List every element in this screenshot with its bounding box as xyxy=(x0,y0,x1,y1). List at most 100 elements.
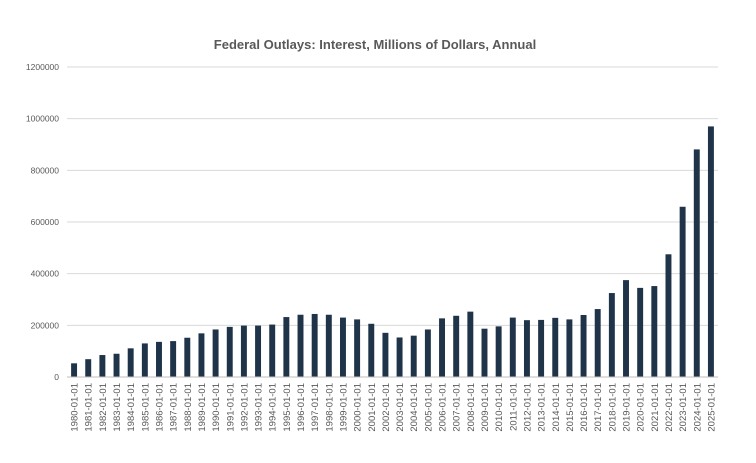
bar-1983 xyxy=(113,353,120,377)
bar-1996 xyxy=(297,314,304,377)
bar-2000 xyxy=(354,319,361,377)
x-tick-label: 2006-01-01 xyxy=(438,383,449,432)
x-tick-label: 1989-01-01 xyxy=(197,383,208,432)
bar-2006 xyxy=(439,318,446,377)
x-tick-label: 1987-01-01 xyxy=(169,383,180,432)
x-tick-label: 2012-01-01 xyxy=(522,383,533,432)
bar-2002 xyxy=(382,332,389,377)
bar-1990 xyxy=(212,329,219,377)
x-tick-label: 2025-01-01 xyxy=(706,383,717,432)
y-tick-label: 1200000 xyxy=(26,62,59,72)
x-tick-label: 1985-01-01 xyxy=(140,383,151,432)
bar-2014 xyxy=(552,317,559,377)
bar-2023 xyxy=(679,206,686,377)
x-tick-label: 2019-01-01 xyxy=(622,383,633,432)
x-tick-label: 2010-01-01 xyxy=(494,383,505,432)
y-tick-label: 600000 xyxy=(31,217,60,227)
y-tick-label: 1000000 xyxy=(26,114,59,124)
bar-2017 xyxy=(594,309,601,377)
x-tick-label: 1999-01-01 xyxy=(338,383,349,432)
gridlines xyxy=(67,66,718,326)
bar-2010 xyxy=(495,326,502,377)
bar-2009 xyxy=(481,328,488,377)
x-tick-label: 1990-01-01 xyxy=(211,383,222,432)
x-tick-label: 2023-01-01 xyxy=(678,383,689,432)
bar-2022 xyxy=(665,254,672,377)
bar-1999 xyxy=(339,317,346,377)
bar-2016 xyxy=(580,315,587,377)
x-tick-label: 2004-01-01 xyxy=(409,383,420,432)
x-tick-label: 1998-01-01 xyxy=(324,383,335,432)
bar-1989 xyxy=(198,333,205,377)
x-tick-label: 1994-01-01 xyxy=(268,383,279,432)
bar-2018 xyxy=(608,293,615,377)
x-axis-ticks: 1980-01-01 1981-01-01 1982-01-01 1983-01-01… xyxy=(70,383,718,432)
x-tick-label: 2015-01-01 xyxy=(565,383,576,432)
bar-2012 xyxy=(523,320,530,377)
bar-2019 xyxy=(623,280,629,377)
x-tick-label: 1995-01-01 xyxy=(282,383,293,432)
chart-title: Federal Outlays: Interest, Millions of D… xyxy=(214,37,536,52)
x-tick-label: 2005-01-01 xyxy=(423,383,434,432)
x-tick-label: 1982-01-01 xyxy=(98,383,109,432)
x-tick-label: 2021-01-01 xyxy=(650,383,661,432)
x-tick-label: 2003-01-01 xyxy=(395,383,406,432)
bar-1980 xyxy=(71,363,78,377)
x-tick-label: 2002-01-01 xyxy=(381,383,392,432)
x-tick-label: 2018-01-01 xyxy=(607,383,618,432)
x-tick-label: 2014-01-01 xyxy=(551,383,562,432)
x-tick-label: 1983-01-01 xyxy=(112,383,123,432)
bar-2021 xyxy=(651,286,658,377)
bar-1993 xyxy=(255,325,262,377)
x-tick-label: 1981-01-01 xyxy=(84,383,95,432)
bar-1995 xyxy=(283,317,290,377)
y-tick-label: 800000 xyxy=(31,165,60,175)
bar-2003 xyxy=(396,337,403,377)
x-tick-label: 2020-01-01 xyxy=(636,383,647,432)
bar-2007 xyxy=(453,315,460,377)
x-tick-label: 1980-01-01 xyxy=(70,383,81,432)
bar-1987 xyxy=(170,341,177,377)
x-tick-label: 2013-01-01 xyxy=(537,383,548,432)
bar-2005 xyxy=(424,329,431,377)
bar-1984 xyxy=(127,348,134,377)
bar-2011 xyxy=(509,317,516,377)
x-tick-label: 2008-01-01 xyxy=(466,383,477,432)
x-tick-label: 1984-01-01 xyxy=(126,383,137,432)
bar-2013 xyxy=(538,319,545,377)
x-tick-label: 1997-01-01 xyxy=(310,383,321,432)
bar-1982 xyxy=(99,355,106,377)
bar-2004 xyxy=(410,335,417,377)
y-axis-ticks: 0 200000 400000 600000 800000 1000000 1200000 xyxy=(26,62,59,382)
bar-1997 xyxy=(311,313,318,377)
y-tick-label: 200000 xyxy=(31,320,60,330)
bar-1985 xyxy=(141,343,148,377)
x-tick-label: 2024-01-01 xyxy=(692,383,703,432)
bar-2020 xyxy=(637,287,644,377)
y-tick-label: 400000 xyxy=(31,269,60,279)
y-tick-label: 0 xyxy=(54,372,59,382)
x-tick-label: 2000-01-01 xyxy=(353,383,364,432)
x-tick-label: 2016-01-01 xyxy=(579,383,590,432)
bar-1998 xyxy=(325,314,332,377)
x-tick-label: 1992-01-01 xyxy=(239,383,250,432)
x-tick-label: 2001-01-01 xyxy=(367,383,378,432)
x-tick-label: 1996-01-01 xyxy=(296,383,307,432)
x-tick-label: 2007-01-01 xyxy=(452,383,463,432)
bar-1986 xyxy=(156,341,162,377)
x-tick-label: 1991-01-01 xyxy=(225,383,236,432)
bars xyxy=(71,126,714,378)
x-tick-label: 1986-01-01 xyxy=(154,383,165,432)
x-tick-label: 2017-01-01 xyxy=(593,383,604,432)
x-tick-label: 2009-01-01 xyxy=(480,383,491,432)
bar-1988 xyxy=(184,337,191,377)
bar-2001 xyxy=(368,323,375,377)
bar-2015 xyxy=(566,319,573,377)
bar-2025 xyxy=(707,126,714,378)
bar-1994 xyxy=(269,324,276,377)
bar-2008 xyxy=(467,311,474,377)
x-tick-label: 1988-01-01 xyxy=(183,383,194,432)
x-tick-label: 2022-01-01 xyxy=(664,383,675,432)
x-tick-label: 1993-01-01 xyxy=(254,383,265,432)
